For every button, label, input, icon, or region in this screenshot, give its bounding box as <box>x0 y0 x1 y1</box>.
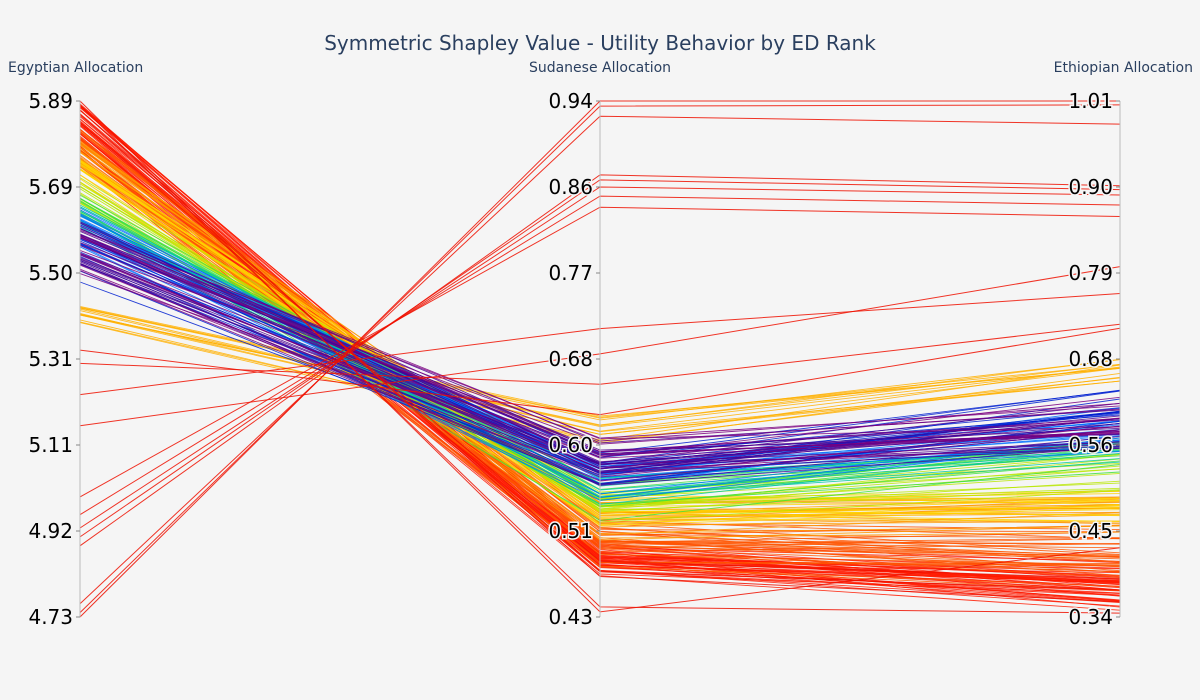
axis-title: Sudanese Allocation <box>529 60 671 76</box>
tick-label: 0.56 <box>1068 433 1113 457</box>
axes: Egyptian Allocation 5.89 5.69 5.50 5.31 5.11 4… <box>8 60 1193 631</box>
axis-title: Ethiopian Allocation <box>1054 60 1193 76</box>
tick-label: 0.90 <box>1068 175 1113 199</box>
tick-label: 0.94 <box>548 89 593 113</box>
tick-label: 0.43 <box>548 605 593 629</box>
tick-label: 0.79 <box>1068 261 1113 285</box>
tick-label: 0.45 <box>1068 519 1113 543</box>
tick-label: 0.51 <box>548 519 593 543</box>
tick-label: 1.01 <box>1068 89 1113 113</box>
tick-label: 0.68 <box>548 347 593 371</box>
chart-title: Symmetric Shapley Value - Utility Behavi… <box>324 31 876 55</box>
tick-label: 0.77 <box>548 261 593 285</box>
tick-label: 4.92 <box>28 519 73 543</box>
tick-label: 0.86 <box>548 175 593 199</box>
tick-label: 5.89 <box>28 89 73 113</box>
tick-label: 0.68 <box>1068 347 1113 371</box>
tick-label: 5.11 <box>28 433 73 457</box>
tick-label: 4.73 <box>28 605 73 629</box>
tick-label: 5.50 <box>28 261 73 285</box>
tick-label: 5.69 <box>28 175 73 199</box>
tick-label: 5.31 <box>28 347 73 371</box>
tick-label: 0.60 <box>548 433 593 457</box>
tick-label: 0.34 <box>1068 605 1113 629</box>
axis-title: Egyptian Allocation <box>8 60 143 76</box>
